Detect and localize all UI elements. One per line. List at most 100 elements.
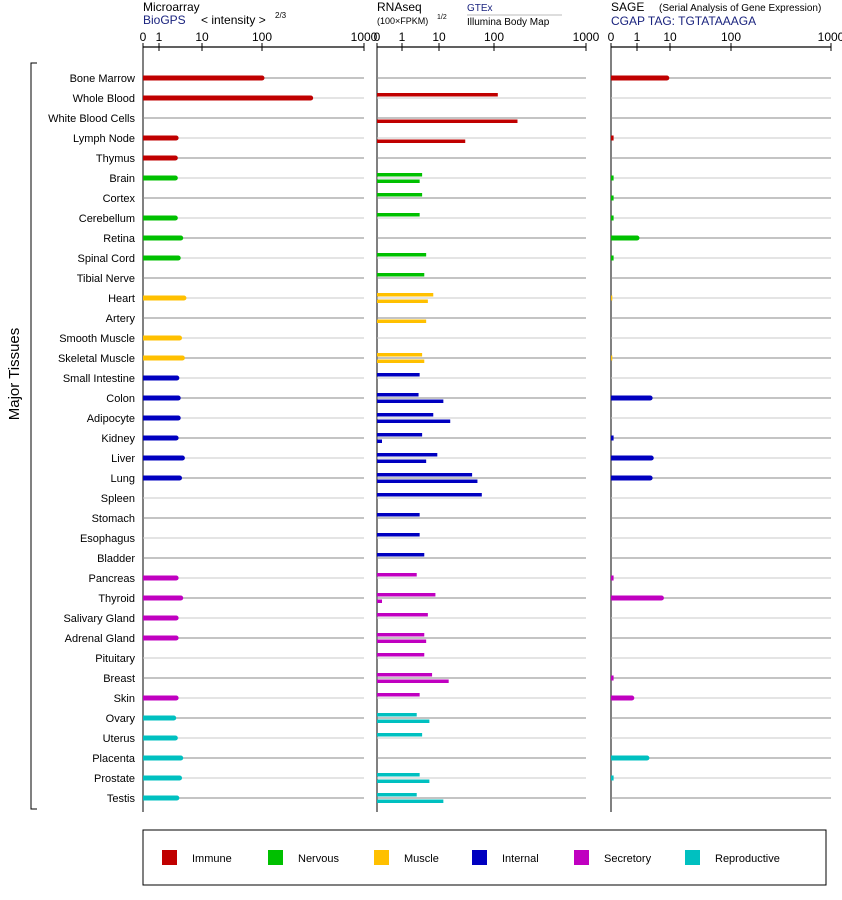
bar-cap: [172, 155, 178, 161]
tissue-label: Testis: [107, 793, 136, 805]
tissue-label: Cortex: [103, 193, 136, 205]
bar-illumina-body-map: [377, 179, 420, 183]
tissue-labels: Bone Marrow Whole Blood White Blood Cells L…: [48, 73, 136, 805]
bar-illumina-body-map: [377, 119, 518, 123]
bar-microarray: [143, 735, 176, 741]
bar-cap: [259, 75, 265, 81]
tissue-label: Heart: [108, 293, 135, 305]
bar-microarray: [143, 215, 176, 221]
microarray-exponent: 2/3: [275, 11, 287, 20]
bar-cap: [175, 395, 181, 401]
bar-cap: [173, 635, 179, 641]
bar-microarray: [143, 455, 183, 461]
legend-label: Immune: [192, 853, 232, 865]
tissue-label: Liver: [111, 453, 135, 465]
bar-cap: [179, 355, 185, 361]
bar-gtex: [377, 553, 425, 557]
bar-cap: [629, 695, 635, 701]
bar-gtex: [377, 213, 420, 217]
bar-microarray: [143, 595, 181, 601]
bar-sage: [611, 395, 651, 401]
rnaseq-subtitle: (100×FPKM): [377, 16, 428, 26]
bar-microarray: [143, 415, 179, 421]
bar-gtex: [377, 393, 419, 397]
bar-cap: [179, 455, 185, 461]
tissue-label: Stomach: [92, 513, 135, 525]
tissue-label: Skeletal Muscle: [58, 353, 135, 365]
bar-microarray: [143, 75, 262, 81]
tissue-label: Adipocyte: [87, 413, 135, 425]
tissue-label: Spinal Cord: [78, 253, 135, 265]
bar-sage: [611, 255, 614, 261]
bar-cap: [174, 375, 180, 381]
bar-cap: [308, 95, 314, 101]
bar-microarray: [143, 575, 177, 581]
rnaseq-title: RNAseq: [377, 0, 422, 14]
bar-microarray: [143, 695, 177, 701]
bar-illumina-body-map: [377, 359, 425, 363]
tissue-label: Tibial Nerve: [77, 273, 135, 285]
bar-illumina-body-map: [377, 319, 427, 323]
tissue-label: Prostate: [94, 773, 135, 785]
bar-microarray: [143, 175, 176, 181]
bar-gtex: [377, 173, 423, 177]
legend-swatch: [268, 850, 283, 865]
bar-illumina-body-map: [377, 399, 444, 403]
legend-label: Secretory: [604, 853, 652, 865]
bar-gtex: [377, 673, 433, 677]
bar-cap: [658, 595, 664, 601]
tissue-label: Whole Blood: [73, 93, 135, 105]
bar-gtex: [377, 593, 436, 597]
bar-gtex: [377, 633, 425, 637]
microarray-title: Microarray: [143, 0, 200, 14]
axis-tick-label: 1000: [573, 30, 600, 44]
tissue-label: Breast: [103, 673, 135, 685]
bar-cap: [634, 235, 640, 241]
bar-sage: [611, 75, 667, 81]
axis-tick-label: 0: [374, 30, 381, 44]
bar-microarray: [143, 235, 181, 241]
axis-tick-label: 0: [608, 30, 615, 44]
bar-sage: [611, 595, 662, 601]
tissue-label: Brain: [109, 173, 135, 185]
axis-tick-label: 0: [140, 30, 147, 44]
bar-gtex: [377, 653, 425, 657]
bar-illumina-body-map: [377, 439, 382, 443]
tissue-label: Bone Marrow: [70, 73, 135, 85]
tissue-label: Artery: [106, 313, 136, 325]
bar-gtex: [377, 193, 423, 197]
bar-illumina-body-map: [377, 639, 427, 643]
bar-cap: [177, 775, 183, 781]
bar-sage: [611, 175, 614, 181]
bar-microarray: [143, 775, 180, 781]
bar-gtex: [377, 273, 425, 277]
axis-tick-label: 1000: [818, 30, 842, 44]
bar-cap: [181, 295, 187, 301]
bar-cap: [644, 755, 650, 761]
bar-microarray: [143, 155, 176, 161]
bar-gtex: [377, 573, 417, 577]
bar-gtex: [377, 433, 423, 437]
bar-cap: [178, 595, 184, 601]
tissue-label: White Blood Cells: [48, 113, 135, 125]
axis-tick-label: 100: [252, 30, 272, 44]
bar-cap: [177, 475, 183, 481]
tissue-label: Placenta: [92, 753, 136, 765]
bar-cap: [175, 415, 181, 421]
tissue-label: Adrenal Gland: [65, 633, 135, 645]
bar-gtex: [377, 533, 420, 537]
axis-tick-label: 1: [156, 30, 163, 44]
bar-cap: [173, 575, 179, 581]
tissue-label: Pancreas: [89, 573, 136, 585]
bar-microarray: [143, 795, 177, 801]
bar-sage: [611, 695, 632, 701]
tissue-label: Colon: [106, 393, 135, 405]
bar-microarray: [143, 755, 181, 761]
axis-tick-label: 100: [484, 30, 504, 44]
tissue-label: Spleen: [101, 493, 135, 505]
bar-cap: [178, 755, 184, 761]
bar-illumina-body-map: [377, 799, 444, 803]
bar-sage: [611, 455, 652, 461]
legend-label: Muscle: [404, 853, 439, 865]
bar-illumina-body-map: [377, 599, 382, 603]
